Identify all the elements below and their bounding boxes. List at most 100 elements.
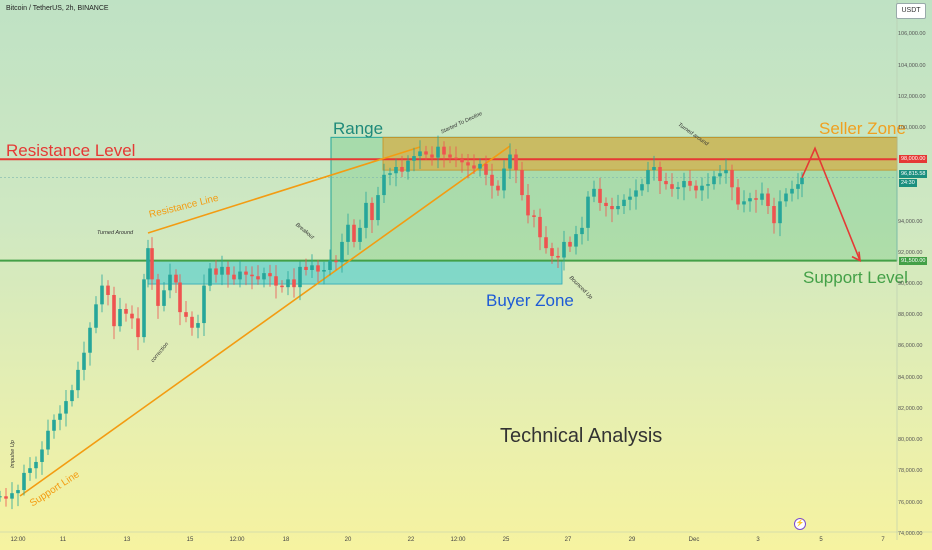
resistance-price-tag: 98,000.00	[899, 155, 928, 164]
candle-body	[604, 202, 608, 207]
candle-body	[664, 181, 668, 185]
candle-body	[742, 201, 746, 205]
candle-body	[124, 309, 128, 314]
candle-body	[358, 227, 362, 242]
candle-body	[168, 274, 172, 291]
candle-body	[400, 166, 404, 172]
symbol-label: Bitcoin / TetherUS, 2h, BINANCE	[6, 5, 109, 12]
candle-body	[94, 304, 98, 328]
chart-title: Technical Analysis	[500, 425, 663, 447]
candle-body	[316, 265, 320, 272]
candle-body	[28, 468, 32, 473]
candle-body	[574, 234, 578, 247]
time-axis-tick: 11	[59, 537, 67, 543]
candle-body	[640, 184, 644, 191]
candle-body	[688, 181, 692, 186]
candle-body	[214, 268, 218, 275]
candle-body	[442, 146, 446, 155]
time-axis-tick: 20	[344, 537, 352, 543]
candle-body	[472, 165, 476, 169]
price-axis-tick: 104,000.00	[898, 62, 926, 69]
candle-body	[712, 176, 716, 185]
candle-body	[388, 173, 392, 175]
resistance-level-label: Resistance Level	[6, 141, 136, 160]
candle-body	[478, 163, 482, 169]
time-axis-tick: 5	[819, 537, 823, 543]
buyer-zone-label: Buyer Zone	[486, 291, 574, 310]
candle-body	[418, 151, 422, 157]
candle-body	[70, 390, 74, 402]
candle-body	[724, 170, 728, 174]
candle-body	[556, 255, 560, 258]
candle-body	[280, 285, 284, 288]
candle-body	[514, 154, 518, 171]
resistance-trendline	[147, 146, 421, 234]
candle-body	[262, 273, 266, 280]
candle-body	[544, 237, 548, 249]
time-axis-tick: 18	[282, 537, 290, 543]
candle-body	[130, 313, 134, 319]
candle-body	[790, 188, 794, 194]
lightning-icon[interactable]: ⚡	[794, 518, 806, 530]
candle-body	[340, 241, 344, 263]
candle-body	[748, 198, 752, 202]
annotation-impulse-up: Impulse Up	[10, 440, 16, 468]
candle-body	[454, 157, 458, 160]
candle-body	[658, 166, 662, 182]
countdown-tag: 24:30	[899, 178, 917, 187]
candle-body	[328, 260, 332, 270]
time-axis-tick: 12:00	[10, 537, 26, 543]
candle-body	[274, 276, 278, 286]
time-axis-tick: 25	[502, 537, 510, 543]
candle-body	[370, 202, 374, 221]
candle-body	[40, 449, 44, 462]
price-axis-tick: 86,000.00	[898, 343, 923, 350]
candle-body	[736, 187, 740, 205]
time-axis-tick: Dec	[688, 537, 700, 543]
candle-body	[196, 323, 200, 328]
candle-body	[460, 159, 464, 163]
projection-line	[801, 146, 861, 261]
candle-body	[376, 195, 380, 221]
time-axis-tick: 7	[881, 537, 885, 543]
candle-body	[502, 168, 506, 191]
candle-body	[730, 170, 734, 188]
candle-body	[142, 279, 146, 338]
candle-body	[256, 276, 260, 280]
seller-zone-box	[382, 136, 898, 171]
candle-body	[156, 279, 160, 306]
candle-body	[162, 290, 166, 306]
candle-body	[174, 274, 178, 283]
candle-body	[610, 206, 614, 210]
price-axis-tick: 80,000.00	[898, 437, 923, 444]
candle-body	[526, 195, 530, 216]
candle-body	[178, 282, 182, 313]
candle-body	[646, 170, 650, 185]
candle-body	[766, 193, 770, 207]
candle-body	[0, 496, 2, 498]
candle-body	[202, 285, 206, 324]
candle-body	[34, 461, 38, 469]
candle-body	[424, 151, 428, 155]
currency-button[interactable]: USDT	[896, 3, 926, 19]
time-axis-tick: 13	[123, 537, 131, 543]
candle-body	[616, 206, 620, 210]
candle-body	[496, 185, 500, 191]
candle-body	[22, 472, 26, 491]
candle-body	[100, 285, 104, 305]
candle-body	[568, 241, 572, 247]
time-axis-tick: 12:00	[229, 537, 245, 543]
candle-body	[550, 248, 554, 256]
time-axis-tick: 27	[564, 537, 572, 543]
annotation-turned-around: Turned Around	[97, 230, 134, 236]
candle-body	[394, 166, 398, 174]
candle-body	[184, 312, 188, 317]
candle-body	[538, 216, 542, 238]
candle-body	[508, 154, 512, 169]
candle-body	[352, 224, 356, 242]
candle-body	[346, 224, 350, 242]
candle-body	[208, 268, 212, 286]
candle-body	[772, 206, 776, 224]
